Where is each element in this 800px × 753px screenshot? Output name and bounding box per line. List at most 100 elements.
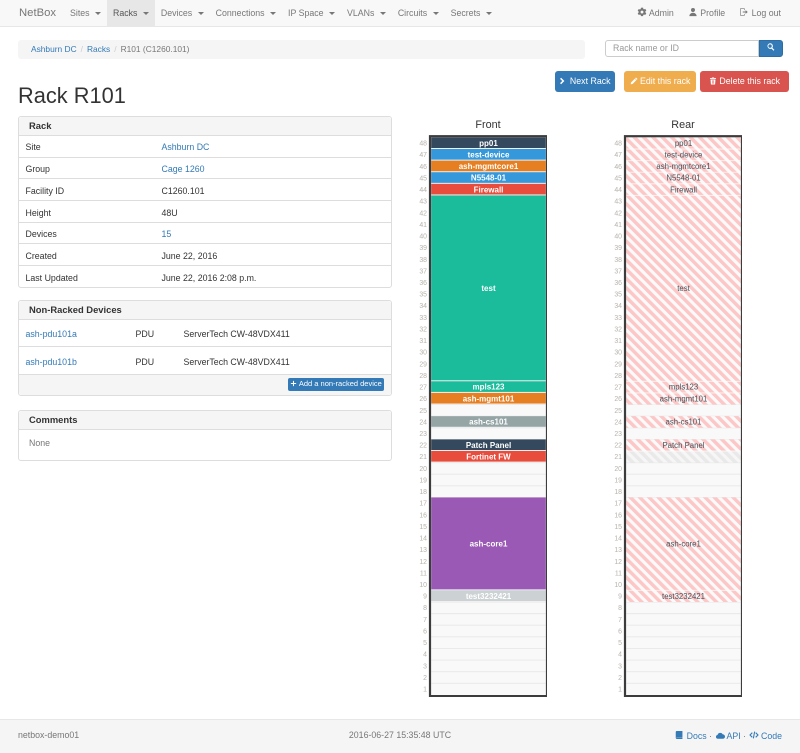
- svg-text:22: 22: [614, 443, 622, 450]
- svg-text:test: test: [481, 284, 496, 293]
- svg-text:10: 10: [614, 582, 622, 589]
- svg-text:26: 26: [419, 396, 427, 403]
- svg-text:test: test: [677, 284, 690, 293]
- svg-text:45: 45: [419, 176, 427, 183]
- svg-text:test3232421: test3232421: [465, 592, 511, 601]
- svg-text:23: 23: [614, 431, 622, 438]
- svg-text:35: 35: [419, 292, 427, 299]
- svg-text:pp01: pp01: [674, 139, 691, 148]
- svg-text:27: 27: [419, 385, 427, 392]
- svg-text:12: 12: [614, 559, 622, 566]
- svg-text:46: 46: [614, 164, 622, 171]
- svg-text:30: 30: [419, 350, 427, 357]
- svg-text:13: 13: [614, 547, 622, 554]
- svg-text:34: 34: [614, 304, 622, 311]
- svg-text:11: 11: [614, 571, 621, 578]
- svg-text:26: 26: [614, 396, 622, 403]
- svg-text:18: 18: [419, 489, 427, 496]
- svg-text:39: 39: [614, 245, 622, 252]
- svg-text:36: 36: [419, 280, 427, 287]
- svg-text:test-device: test-device: [467, 151, 509, 160]
- svg-text:28: 28: [419, 373, 427, 380]
- svg-text:21: 21: [614, 455, 622, 462]
- svg-text:Firewall: Firewall: [473, 186, 503, 195]
- svg-text:15: 15: [614, 524, 622, 531]
- svg-text:10: 10: [419, 582, 427, 589]
- svg-text:44: 44: [419, 187, 427, 194]
- svg-text:27: 27: [614, 385, 622, 392]
- svg-text:N5548-01: N5548-01: [666, 174, 700, 183]
- svg-text:14: 14: [614, 536, 622, 543]
- svg-text:41: 41: [419, 222, 427, 229]
- svg-text:40: 40: [614, 234, 622, 241]
- svg-text:ash-core1: ash-core1: [666, 540, 701, 549]
- svg-text:23: 23: [419, 431, 427, 438]
- svg-text:3: 3: [618, 664, 622, 671]
- svg-text:25: 25: [419, 408, 427, 415]
- svg-text:38: 38: [614, 257, 622, 264]
- svg-text:33: 33: [419, 315, 427, 322]
- svg-text:2: 2: [618, 675, 622, 682]
- svg-text:30: 30: [614, 350, 622, 357]
- svg-text:48: 48: [614, 141, 622, 148]
- svg-text:18: 18: [614, 489, 622, 496]
- svg-text:47: 47: [614, 153, 622, 160]
- svg-text:17: 17: [419, 501, 427, 508]
- svg-text:6: 6: [618, 629, 622, 636]
- svg-text:25: 25: [614, 408, 622, 415]
- svg-text:3: 3: [423, 664, 427, 671]
- svg-text:16: 16: [614, 513, 622, 520]
- svg-text:test-device: test-device: [664, 151, 702, 160]
- svg-text:35: 35: [614, 292, 622, 299]
- svg-text:37: 37: [419, 269, 427, 276]
- svg-text:44: 44: [614, 187, 622, 194]
- svg-text:16: 16: [419, 513, 427, 520]
- svg-text:N5548-01: N5548-01: [470, 174, 506, 183]
- svg-text:12: 12: [419, 559, 427, 566]
- svg-text:48: 48: [419, 141, 427, 148]
- svg-text:9: 9: [618, 594, 622, 601]
- svg-text:13: 13: [419, 547, 427, 554]
- svg-text:37: 37: [614, 269, 622, 276]
- svg-text:31: 31: [419, 338, 427, 345]
- svg-text:Patch Panel: Patch Panel: [465, 441, 510, 450]
- svg-text:8: 8: [423, 606, 427, 613]
- svg-text:19: 19: [614, 478, 622, 485]
- svg-text:20: 20: [614, 466, 622, 473]
- svg-text:24: 24: [419, 420, 427, 427]
- svg-text:9: 9: [423, 594, 427, 601]
- svg-text:1: 1: [618, 687, 622, 694]
- svg-text:pp01: pp01: [479, 139, 498, 148]
- svg-text:22: 22: [419, 443, 427, 450]
- svg-text:14: 14: [419, 536, 427, 543]
- svg-text:Firewall: Firewall: [670, 186, 697, 195]
- svg-text:33: 33: [614, 315, 622, 322]
- svg-text:20: 20: [419, 466, 427, 473]
- svg-text:2: 2: [423, 675, 427, 682]
- svg-text:17: 17: [614, 501, 622, 508]
- svg-text:mpls123: mpls123: [472, 383, 505, 392]
- svg-text:5: 5: [618, 640, 622, 647]
- svg-text:7: 7: [423, 617, 427, 624]
- svg-text:ash-mgmtcore1: ash-mgmtcore1: [458, 162, 518, 171]
- svg-text:42: 42: [419, 211, 427, 218]
- svg-text:8: 8: [618, 606, 622, 613]
- svg-text:32: 32: [614, 327, 622, 334]
- svg-text:28: 28: [614, 373, 622, 380]
- svg-text:15: 15: [419, 524, 427, 531]
- svg-text:41: 41: [614, 222, 622, 229]
- svg-text:39: 39: [419, 245, 427, 252]
- svg-text:ash-mgmt101: ash-mgmt101: [462, 395, 514, 404]
- svg-text:47: 47: [419, 153, 427, 160]
- svg-text:4: 4: [423, 652, 427, 659]
- svg-text:Patch Panel: Patch Panel: [662, 441, 704, 450]
- svg-text:40: 40: [419, 234, 427, 241]
- svg-text:43: 43: [419, 199, 427, 206]
- svg-text:31: 31: [614, 338, 622, 345]
- svg-text:43: 43: [614, 199, 622, 206]
- svg-text:24: 24: [614, 420, 622, 427]
- svg-text:mpls123: mpls123: [668, 383, 697, 392]
- svg-text:ash-cs101: ash-cs101: [469, 418, 508, 427]
- svg-text:5: 5: [423, 640, 427, 647]
- svg-text:test3232421: test3232421: [662, 592, 705, 601]
